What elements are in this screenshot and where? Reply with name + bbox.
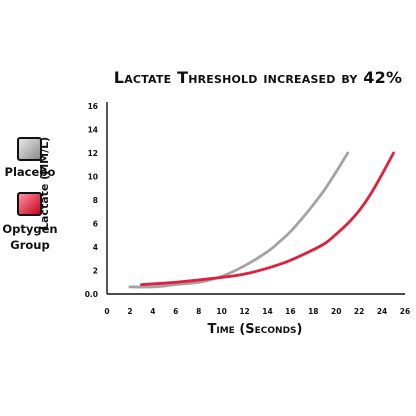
x-tick-label: 10	[216, 307, 226, 316]
y-tick-label: 16	[88, 102, 98, 111]
y-tick-label: 10	[88, 173, 98, 182]
x-tick-label: 14	[262, 307, 272, 316]
y-tick-label: 2	[93, 267, 98, 276]
legend-swatch-optygen	[17, 192, 42, 216]
x-tick-label: 16	[285, 307, 295, 316]
series-line-placebo	[128, 151, 350, 289]
x-tick-label: 20	[331, 307, 341, 316]
chart-title: Lactate Threshold increased by 42%	[113, 68, 403, 87]
x-tick-label: 18	[308, 307, 318, 316]
y-tick-label: 8	[93, 196, 98, 205]
y-tick-label: 6	[93, 220, 98, 229]
x-tick-label: 4	[150, 307, 155, 316]
legend-label-placebo: Placebo	[4, 165, 56, 179]
x-tick-label: 22	[354, 307, 364, 316]
x-tick-label: 12	[239, 307, 249, 316]
x-tick-label: 2	[127, 307, 132, 316]
x-tick-label: 24	[377, 307, 387, 316]
x-axis-label: Time (Seconds)	[207, 322, 303, 337]
y-tick-label: 0.0	[85, 290, 98, 299]
legend-label-optygen: Optygen Group	[2, 222, 58, 252]
x-tick-label: 26	[400, 307, 410, 316]
series-line-optygen-group	[140, 151, 395, 286]
y-tick-label: 14	[88, 126, 98, 135]
axes	[106, 102, 405, 295]
legend-swatch-placebo	[17, 137, 42, 161]
x-tick-label: 8	[196, 307, 201, 316]
y-axis-label: Lactate (MM/L)	[38, 136, 51, 230]
x-tick-label: 0	[104, 307, 109, 316]
x-tick-label: 6	[173, 307, 178, 316]
y-tick-label: 12	[88, 149, 98, 158]
y-tick-label: 4	[93, 243, 98, 252]
series-layer	[128, 151, 395, 289]
